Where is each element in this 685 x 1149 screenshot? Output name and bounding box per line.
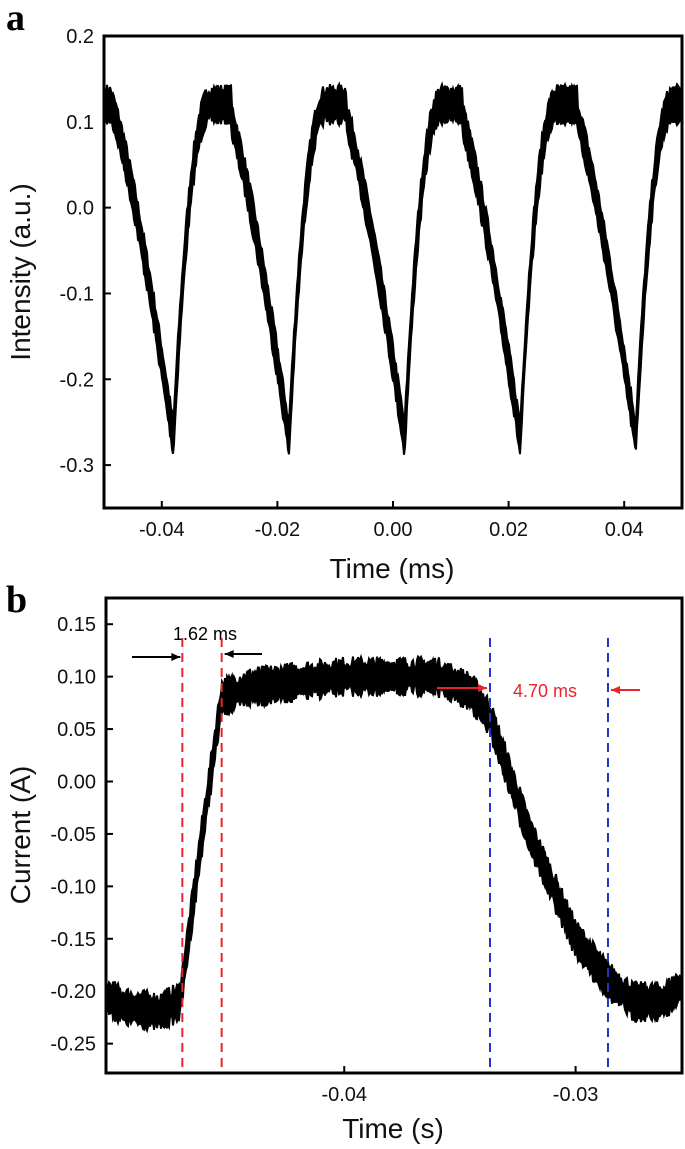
panel-b-y-axis-title: Current (A) (5, 766, 36, 904)
x-tick-label: -0.02 (255, 519, 301, 541)
y-tick-label: -0.20 (50, 981, 96, 1003)
y-tick-label: -0.05 (50, 824, 96, 846)
y-tick-label: 0.05 (57, 719, 96, 741)
arrow-left-4-70-head (478, 684, 487, 692)
panel-label-a: a (6, 0, 25, 39)
y-tick-label: 0.15 (57, 614, 96, 636)
panel-label-b: b (6, 579, 27, 621)
x-tick-label: -0.04 (139, 519, 185, 541)
intensity-series-line (105, 81, 681, 455)
panel-a-axes-frame (102, 34, 684, 510)
panel-a-chart: Time (ms) Intensity (a.u.) -0.04 -0.02 0.0… (5, 26, 684, 584)
y-tick-label: 0.00 (57, 771, 96, 793)
y-tick-label: 0.2 (66, 26, 94, 48)
x-tick-label: -0.04 (321, 1084, 367, 1106)
annotation-4-70-ms: 4.70 ms (513, 681, 577, 701)
y-tick-label: -0.15 (50, 929, 96, 951)
arrow-right-1-62-head (224, 650, 234, 658)
panel-b-axes-frame (104, 596, 684, 1075)
x-tick-label: 0.04 (605, 519, 644, 541)
x-tick-label: -0.03 (553, 1084, 599, 1106)
x-tick-label: 0.00 (374, 519, 413, 541)
y-tick-label: -0.1 (60, 283, 94, 305)
x-tick-label: 0.02 (489, 519, 528, 541)
current-series-line (107, 653, 681, 1034)
arrow-right-4-70-head (610, 686, 620, 694)
y-tick-label: 0.1 (66, 112, 94, 134)
panel-b-x-axis-title: Time (s) (342, 1113, 444, 1144)
y-tick-label: -0.10 (50, 876, 96, 898)
y-tick-label: 0.0 (66, 198, 94, 220)
panel-a-x-axis-title: Time (ms) (330, 553, 455, 584)
panel-a-y-axis-title: Intensity (a.u.) (5, 183, 36, 360)
y-tick-label: 0.10 (57, 667, 96, 689)
y-tick-label: -0.25 (50, 1034, 96, 1056)
arrow-left-1-62-head (171, 653, 181, 661)
y-tick-label: -0.3 (60, 455, 94, 477)
y-tick-label: -0.2 (60, 369, 94, 391)
panel-b-chart: Time (s) Current (A) 1.62 ms 4.70 ms -0.… (5, 596, 684, 1144)
